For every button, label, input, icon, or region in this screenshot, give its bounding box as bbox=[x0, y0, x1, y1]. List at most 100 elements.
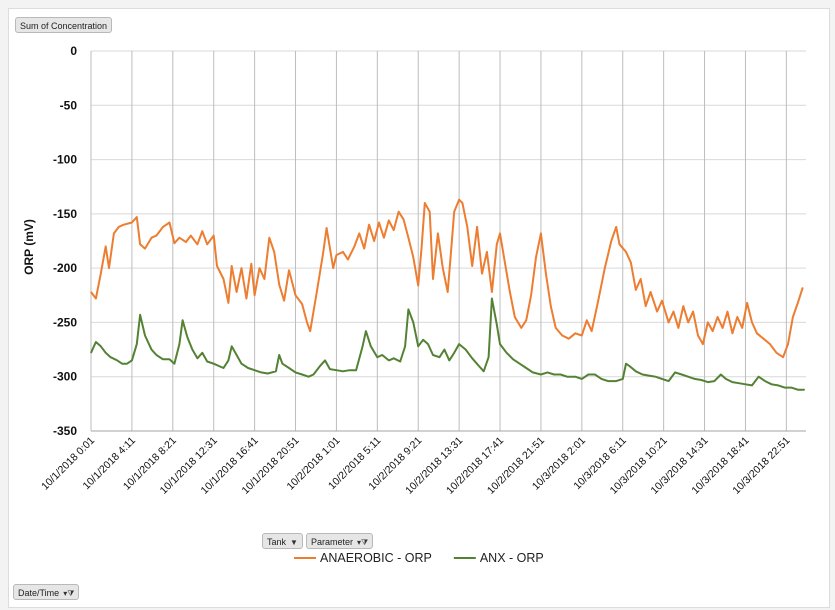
data-point bbox=[398, 211, 400, 213]
data-point bbox=[597, 300, 599, 302]
data-point bbox=[615, 380, 617, 382]
data-point bbox=[260, 371, 262, 373]
data-point bbox=[568, 338, 570, 340]
data-point bbox=[777, 384, 779, 386]
data-point bbox=[258, 267, 261, 269]
data-point bbox=[319, 365, 321, 367]
parameter-field-button[interactable]: Parameter ▾⧩ bbox=[306, 533, 374, 549]
data-point bbox=[268, 237, 270, 239]
data-point bbox=[201, 230, 203, 232]
data-point bbox=[661, 300, 663, 302]
data-point bbox=[764, 380, 766, 382]
data-point bbox=[499, 343, 501, 345]
date-time-field-button[interactable]: Date/Time ▾⧩ bbox=[13, 584, 80, 600]
data-point bbox=[442, 267, 444, 269]
data-point bbox=[273, 251, 275, 253]
data-point bbox=[717, 316, 719, 318]
data-point bbox=[131, 359, 133, 361]
data-point bbox=[566, 376, 568, 378]
data-point bbox=[496, 243, 498, 245]
data-point bbox=[368, 224, 370, 226]
data-point bbox=[545, 273, 547, 275]
data-point bbox=[236, 291, 238, 293]
data-point bbox=[240, 267, 243, 269]
data-point bbox=[162, 358, 164, 360]
data-point bbox=[417, 345, 419, 347]
data-point bbox=[231, 265, 233, 267]
data-point bbox=[182, 319, 184, 321]
data-point bbox=[600, 378, 603, 380]
legend-item: ANAEROBIC - ORP bbox=[294, 551, 432, 565]
data-point bbox=[399, 360, 401, 363]
data-point bbox=[136, 343, 138, 345]
data-point bbox=[126, 363, 128, 365]
data-point bbox=[453, 211, 455, 213]
data-point bbox=[186, 337, 189, 339]
data-point bbox=[782, 356, 784, 358]
data-point bbox=[227, 302, 229, 304]
data-point bbox=[499, 232, 501, 234]
data-point bbox=[641, 373, 644, 376]
data-point bbox=[216, 265, 218, 267]
y-tick-label: -300 bbox=[53, 370, 77, 384]
data-point bbox=[797, 302, 799, 304]
data-point bbox=[373, 240, 375, 242]
data-point bbox=[294, 294, 297, 296]
data-point bbox=[417, 284, 419, 287]
data-point bbox=[427, 343, 429, 345]
data-point bbox=[448, 359, 450, 361]
data-point bbox=[713, 380, 716, 382]
data-point bbox=[250, 263, 252, 265]
legend-item: ANX - ORP bbox=[453, 551, 544, 565]
data-point bbox=[267, 372, 269, 375]
data-point bbox=[247, 367, 249, 369]
data-point bbox=[630, 262, 632, 264]
data-point bbox=[656, 311, 658, 313]
data-point bbox=[491, 291, 493, 293]
data-point bbox=[90, 291, 92, 293]
y-tick-label: -250 bbox=[53, 315, 77, 329]
data-point bbox=[650, 291, 652, 293]
data-point bbox=[438, 356, 441, 358]
data-point bbox=[309, 330, 311, 332]
data-point bbox=[560, 373, 562, 376]
data-point bbox=[519, 363, 521, 365]
y-axis-tick-labels: 0 -50 -100 -150 -200 -250 -300 -350 bbox=[53, 44, 77, 438]
data-point bbox=[213, 363, 215, 365]
data-point bbox=[123, 224, 125, 226]
data-point bbox=[635, 289, 637, 291]
data-point bbox=[458, 199, 460, 201]
y-tick-label: 0 bbox=[70, 44, 77, 58]
data-point bbox=[771, 383, 773, 385]
tank-field-button[interactable]: Tank ▼ bbox=[262, 533, 303, 549]
legend-label: ANX - ORP bbox=[480, 551, 544, 565]
data-point bbox=[222, 278, 225, 280]
data-point bbox=[530, 294, 532, 296]
data-point bbox=[625, 251, 627, 253]
data-point bbox=[332, 267, 334, 269]
data-point bbox=[324, 359, 326, 361]
series-line bbox=[90, 297, 805, 391]
data-point bbox=[329, 368, 331, 370]
data-point bbox=[677, 327, 680, 329]
data-point bbox=[784, 387, 786, 389]
data-point bbox=[393, 357, 395, 359]
data-point bbox=[347, 258, 349, 261]
data-point bbox=[105, 245, 107, 247]
data-point bbox=[751, 321, 753, 323]
data-point bbox=[525, 367, 527, 369]
data-point bbox=[604, 267, 606, 269]
sum-of-concentration-field-button[interactable]: Sum of Concentration bbox=[15, 17, 113, 33]
data-point bbox=[553, 373, 555, 376]
data-point bbox=[95, 341, 97, 343]
data-point bbox=[254, 294, 256, 296]
data-point bbox=[587, 373, 590, 376]
data-point bbox=[121, 363, 123, 365]
data-point bbox=[707, 381, 709, 383]
data-point bbox=[316, 291, 318, 293]
data-point bbox=[100, 345, 102, 347]
data-point bbox=[155, 354, 157, 356]
data-point bbox=[674, 371, 676, 373]
data-point bbox=[288, 367, 290, 369]
data-point bbox=[672, 311, 675, 313]
